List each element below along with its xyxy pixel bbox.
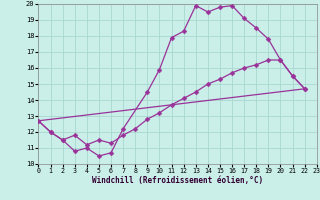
X-axis label: Windchill (Refroidissement éolien,°C): Windchill (Refroidissement éolien,°C) <box>92 176 263 185</box>
